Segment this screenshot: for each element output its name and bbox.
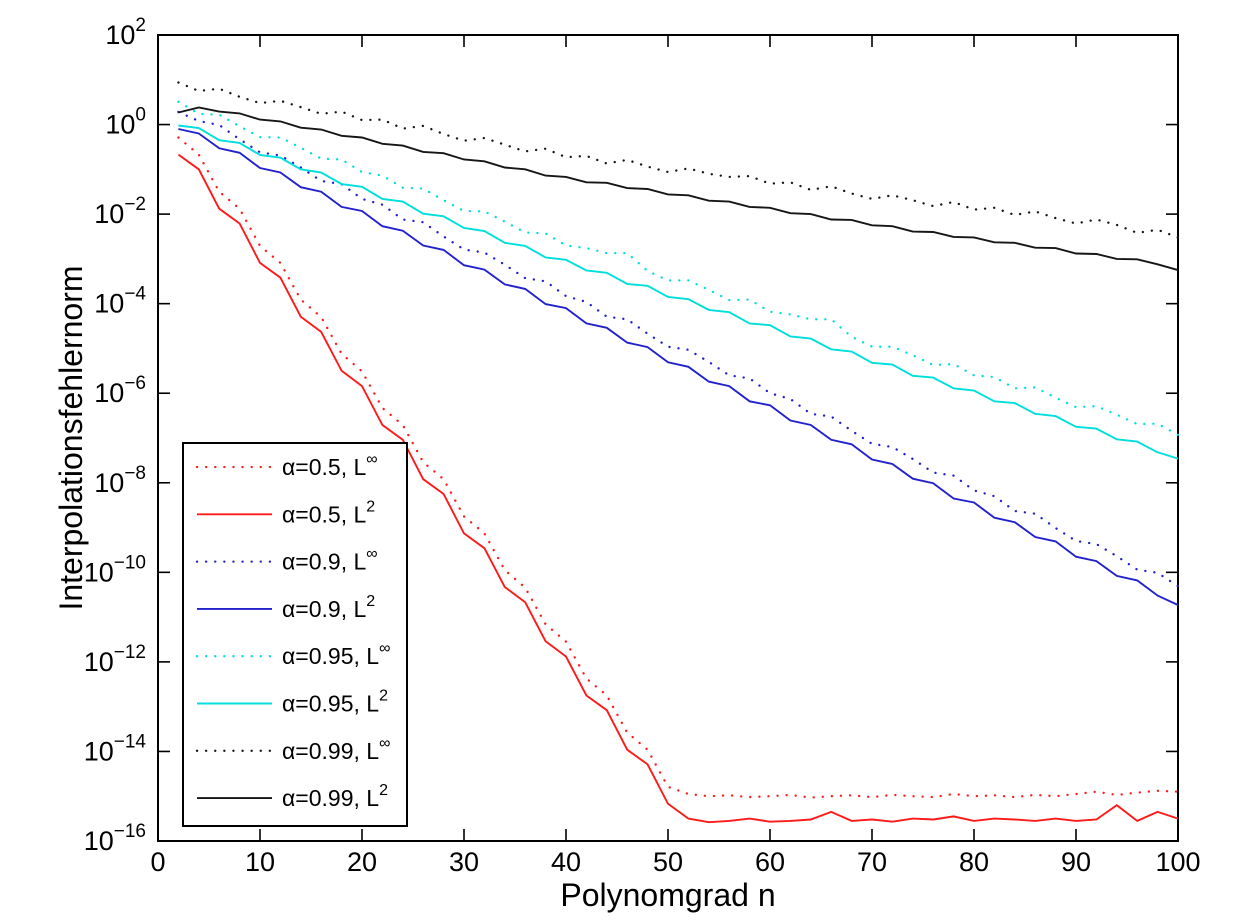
y-tick-label: 102 (105, 15, 146, 50)
x-tick-label: 70 (857, 847, 887, 877)
y-axis-ticks (158, 34, 1178, 842)
x-tick-label: 60 (755, 847, 785, 877)
y-tick-label: 10−16 (84, 821, 146, 856)
legend-entry-alpha-0.5-linf: α=0.5, L∞ (195, 451, 378, 480)
legend-entry-alpha-0.9-l2: α=0.9, L2 (197, 593, 375, 622)
y-axis-label: Interpolationsfehlernorm (53, 265, 89, 610)
y-tick-label: 10−12 (84, 642, 146, 677)
legend-entry-alpha-0.95-l2: α=0.95, L2 (197, 688, 388, 717)
legend-box (182, 442, 408, 827)
series-line-alpha-0.99-l2 (178, 106, 1179, 272)
legend-label-alpha-0.5-l2: α=0.5, L2 (282, 498, 375, 527)
series-line-alpha-0.95-l2 (178, 124, 1179, 460)
x-tick-label: 0 (150, 847, 165, 877)
legend-entry-alpha-0.95-linf: α=0.95, L∞ (195, 640, 390, 669)
legend-label-alpha-0.99-linf: α=0.99, L∞ (282, 735, 390, 764)
legend-label-alpha-0.5-linf: α=0.5, L∞ (282, 451, 378, 480)
legend-label-alpha-0.95-linf: α=0.95, L∞ (282, 640, 390, 669)
series-line-alpha-0.5-l2 (177, 153, 1179, 824)
x-tick-label: 90 (1061, 847, 1091, 877)
legend-label-alpha-0.99-l2: α=0.99, L2 (282, 782, 388, 811)
x-tick-label: 30 (449, 847, 479, 877)
y-tick-label: 10−6 (94, 373, 146, 408)
legend-entry-alpha-0.9-linf: α=0.9, L∞ (195, 546, 378, 575)
y-tick-label: 10−14 (84, 731, 147, 766)
x-tick-label: 40 (551, 847, 581, 877)
x-tick-label: 100 (1155, 847, 1200, 877)
y-axis-tick-labels: 102 100 10−2 10−4 10−6 10−8 10−10 10−12 10−14 10−… (84, 15, 147, 856)
legend-entry-alpha-0.5-l2: α=0.5, L2 (197, 498, 375, 527)
x-tick-label: 50 (653, 847, 683, 877)
series-line-alpha-0.5-linf (177, 136, 1180, 799)
legend-label-alpha-0.9-l2: α=0.9, L2 (282, 593, 375, 622)
legend-label-alpha-0.9-linf: α=0.9, L∞ (282, 546, 378, 575)
x-axis-ticks (157, 35, 1179, 841)
legend-label-alpha-0.95-l2: α=0.95, L2 (282, 688, 388, 717)
x-axis-label: Polynomgrad n (560, 877, 775, 913)
x-tick-label: 80 (959, 847, 989, 877)
y-tick-label: 10−4 (94, 284, 146, 319)
y-tick-label: 10−10 (84, 552, 146, 587)
legend-entry-alpha-0.99-l2: α=0.99, L2 (197, 782, 388, 811)
y-tick-label: 100 (105, 105, 146, 140)
x-axis-tick-labels: 0 10 20 30 40 50 60 70 80 90 100 (150, 847, 1200, 877)
legend-entry-alpha-0.99-linf: α=0.99, L∞ (195, 735, 390, 764)
y-tick-label: 10−8 (94, 463, 146, 498)
y-tick-label: 10−2 (94, 194, 146, 229)
x-tick-label: 20 (347, 847, 377, 877)
series-line-alpha-0.9-linf (177, 110, 1180, 588)
series-line-alpha-0.95-linf (177, 100, 1180, 437)
x-tick-label: 10 (245, 847, 275, 877)
legend: α=0.5, L∞ α=0.5, L2 α=0.9, L∞ α=0.9, L2 α=0.… (182, 442, 408, 827)
series-lines (177, 81, 1180, 824)
series-line-alpha-0.9-l2 (178, 128, 1179, 606)
series-line-alpha-0.99-linf (177, 81, 1180, 239)
